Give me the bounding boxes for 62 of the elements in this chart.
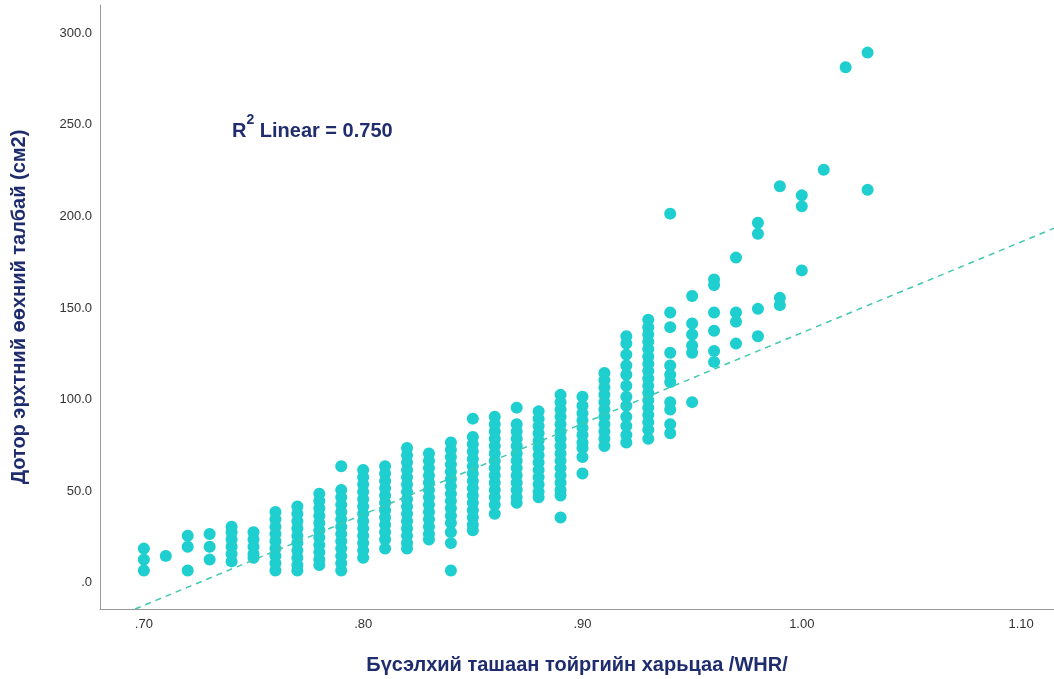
point [708,344,721,357]
point [686,396,699,409]
point [137,564,150,577]
x-axis-title: Бүсэлхий ташаан тойргийн харьцаа /WHR/ [366,653,789,675]
point [181,529,194,542]
y-tick-label: 100.0 [59,391,92,407]
point [664,346,677,359]
point [861,183,874,196]
point [203,540,216,553]
point [203,527,216,540]
y-tick-label: 250.0 [59,116,92,132]
point [795,200,808,213]
point [554,511,567,524]
y-tick-label: 150.0 [59,299,92,315]
point [576,451,589,464]
point [466,412,479,425]
point [686,328,699,341]
point [795,189,808,202]
point [203,553,216,566]
x-tick-label: .90 [573,616,592,631]
y-tick-label: 200.0 [59,207,92,223]
point [795,264,808,277]
point [444,526,457,539]
point [751,302,764,315]
point [664,427,677,440]
point [773,180,786,193]
point [181,564,194,577]
point [751,330,764,343]
point [708,355,721,368]
point [817,163,830,176]
point [708,324,721,337]
y-tick-label: 300.0 [59,24,92,40]
point [620,348,633,361]
x-tick-label: 1.00 [789,616,815,631]
y-tick-label: .0 [81,574,92,590]
point [576,467,589,480]
point [137,542,150,555]
point [510,401,523,414]
y-tick-label: 50.0 [66,482,92,498]
point [730,337,742,350]
point [159,549,172,562]
point [444,564,457,577]
point [861,46,874,59]
point [664,306,677,319]
point [839,61,852,74]
x-tick-label: .70 [134,616,153,631]
point [751,227,764,240]
point [620,379,633,392]
point [444,537,457,550]
y-axis-title: Дотор эрхтний өөхний талбай (см2) [7,129,29,485]
point [751,216,764,229]
point [137,553,150,566]
point [664,207,677,220]
x-tick-label: .80 [354,616,373,631]
point [181,540,194,553]
point [664,321,677,334]
point [686,317,699,330]
point [686,290,699,303]
point [730,251,742,264]
x-tick-label: 1.10 [1008,616,1034,631]
point [335,460,348,473]
point [708,306,721,319]
